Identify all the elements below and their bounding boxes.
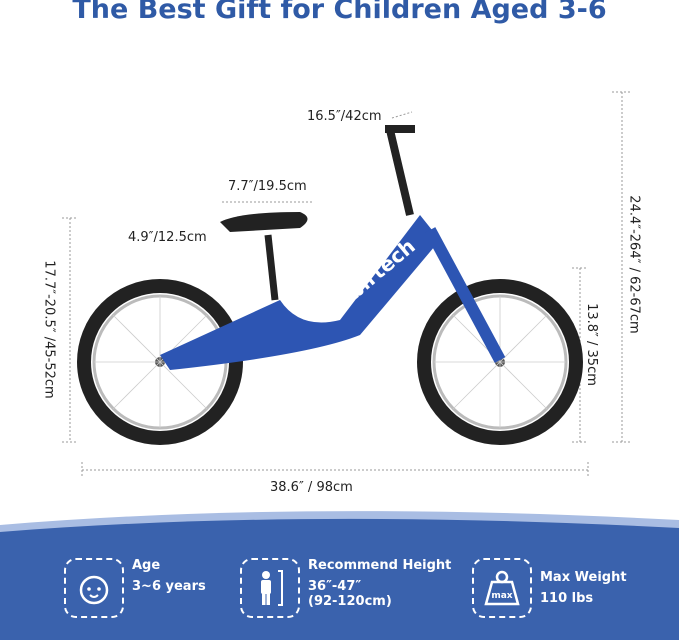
feature-value: 3~6 years (132, 579, 206, 594)
seat-length-dimension: 7.7″/19.5cm (228, 179, 307, 194)
weight-icon: max (472, 558, 532, 618)
handlebar-dimension: 16.5″/42cm (307, 109, 382, 124)
feature-title: Max Weight (540, 570, 627, 585)
page-title: The Best Gift for Children Aged 3-6 (72, 0, 607, 25)
feature-height: Recommend Height 36″-47″ (92-120cm) (240, 558, 451, 618)
feature-weight: max Max Weight 110 lbs (472, 558, 627, 618)
seat-width-dimension: 4.9″/12.5cm (128, 230, 207, 245)
svg-text:max: max (491, 591, 512, 601)
baby-face-icon (64, 558, 124, 618)
length-dimension: 38.6″ / 98cm (270, 480, 353, 495)
feature-value-metric: (92-120cm) (308, 594, 392, 609)
feature-title: Age (132, 558, 161, 573)
height-person-icon (240, 558, 300, 618)
feature-age: Age 3~6 years (64, 558, 206, 618)
feature-title: Recommend Height (308, 558, 452, 573)
feature-value: 110 lbs (540, 591, 594, 606)
balance-bike-image: birtech (62, 91, 630, 478)
feature-value: 36″-47″ (308, 579, 362, 594)
